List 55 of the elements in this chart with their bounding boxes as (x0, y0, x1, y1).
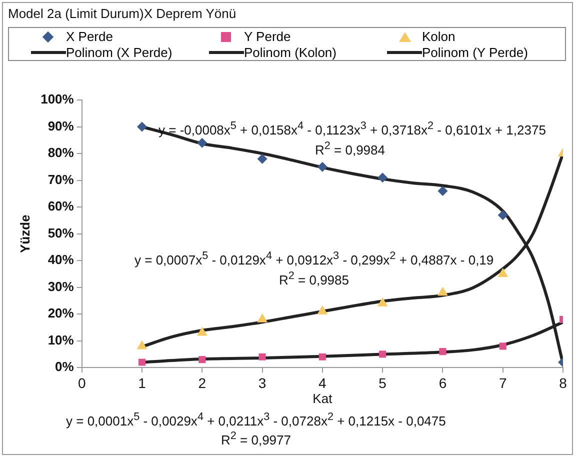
point (136, 340, 148, 350)
x-tick-label: 7 (498, 374, 507, 391)
x-tick-label: 5 (378, 374, 387, 391)
y-tick-label: 90% (48, 118, 74, 134)
annotation: R$^{2}$ = 0,9984 (315, 140, 385, 158)
point (317, 305, 328, 314)
y-tick-label: 100% (40, 92, 74, 107)
point (196, 326, 208, 336)
point (317, 162, 328, 172)
text: y = 0,0001x$^{5}$ - 0,0029x$^{4}$ + 0,0211x$^{3}$ - 0,0728x$^{2}$ + 0,1215x - 0,0475 (66, 411, 446, 428)
point (257, 313, 268, 322)
text: R$^{2}$ = 0,9977 (221, 430, 291, 448)
x-tick-label: 2 (198, 374, 206, 391)
y-tick-label: 10% (48, 332, 74, 348)
legend-label: Y Perde (244, 29, 291, 44)
y-tick-label: 60% (48, 198, 74, 214)
y-tick-label: 40% (48, 252, 74, 268)
x-tick-label: 3 (258, 374, 266, 391)
point (379, 350, 386, 358)
point (499, 342, 506, 350)
point (136, 122, 147, 132)
x-axis-title: Kat (312, 390, 333, 406)
point (198, 356, 206, 364)
point (138, 358, 146, 366)
point (197, 138, 208, 148)
legend-label: Polinom (Y Perde) (422, 44, 528, 60)
point (377, 297, 388, 306)
y-axis-title: Yüzde (17, 214, 32, 253)
y-tick-label: 70% (48, 172, 74, 187)
x-tick-label: 6 (438, 374, 447, 391)
legend-label: Polinom (Kolon) (244, 44, 336, 60)
y-tick-label: 80% (48, 145, 74, 160)
y-tick-label: 20% (48, 306, 74, 321)
annotation: R$^{2}$ = 0,9985 (279, 270, 349, 288)
point (498, 268, 508, 277)
x-tick-label: 4 (318, 374, 327, 391)
legend-label: X Perde (66, 29, 113, 44)
y-tick-label: 0% (55, 359, 74, 374)
point (438, 186, 448, 196)
chart-title: Model 2a (Limit Durum)X Deprem Yönü (8, 6, 236, 21)
y-tick-label: 50% (48, 225, 74, 240)
point (318, 353, 326, 360)
x-tick-label: 0 (78, 374, 86, 391)
point (439, 348, 446, 356)
legend-label: Polinom (X Perde) (66, 44, 172, 60)
point (257, 154, 268, 164)
point (438, 286, 448, 296)
point (378, 172, 388, 183)
x-tick-label: 1 (138, 374, 146, 391)
point (258, 353, 266, 360)
x-tick-label: 8 (559, 374, 568, 391)
text: y = 0,0007x$^{5}$ - 0,0129x$^{4}$ + 0,0912x$^{3}$ - 0,299x$^{2}$ + 0,4887x - 0,19 (134, 250, 494, 268)
point (498, 210, 508, 220)
y-tick-label: 30% (48, 278, 74, 294)
legend-label: Kolon (422, 29, 456, 44)
